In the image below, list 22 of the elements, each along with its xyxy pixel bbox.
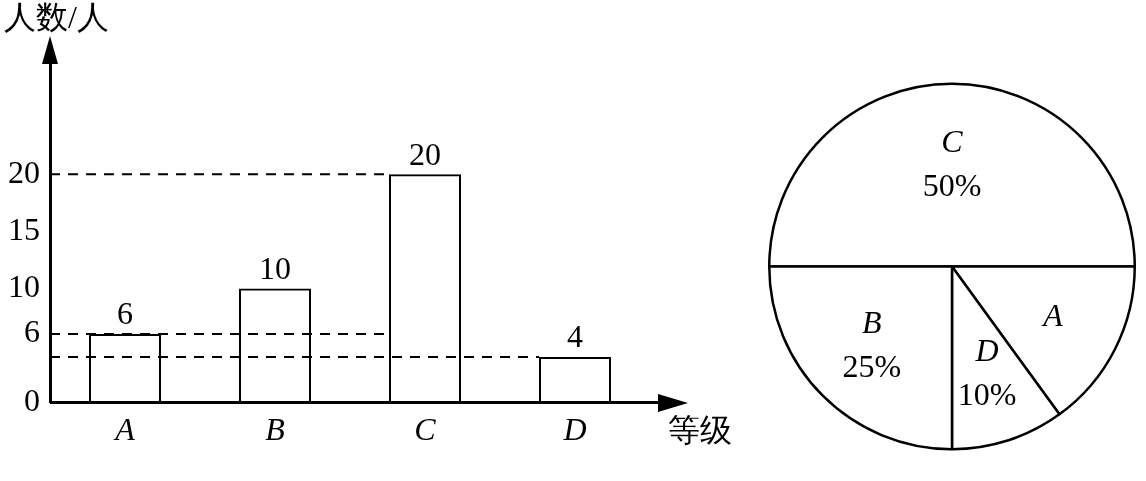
y-axis-title: 人数/人 (4, 0, 109, 36)
y-tick-label: 15 (8, 210, 40, 247)
slice-label: A (1041, 297, 1064, 334)
y-tick-label: 6 (24, 313, 40, 350)
y-tick-label: 10 (8, 267, 40, 304)
x-tick-label: B (265, 411, 285, 448)
data-label: 20 (409, 135, 441, 172)
slice-label: D (974, 331, 999, 368)
slice-label: B (862, 304, 882, 341)
y-tick-label: 20 (8, 153, 40, 190)
data-label: 25% (842, 348, 902, 385)
data-label: 10 (259, 249, 291, 286)
x-tick-label: C (414, 411, 437, 448)
x-axis-title: 等级 (668, 412, 732, 449)
data-label: 50% (922, 167, 982, 204)
x-tick-label: D (562, 411, 587, 448)
data-label: 6 (117, 295, 133, 332)
data-label: 4 (567, 318, 583, 355)
slice-label: C (941, 123, 964, 160)
data-label: 10% (957, 375, 1017, 412)
x-tick-label: A (113, 411, 136, 448)
y-tick-label: 0 (24, 382, 40, 419)
